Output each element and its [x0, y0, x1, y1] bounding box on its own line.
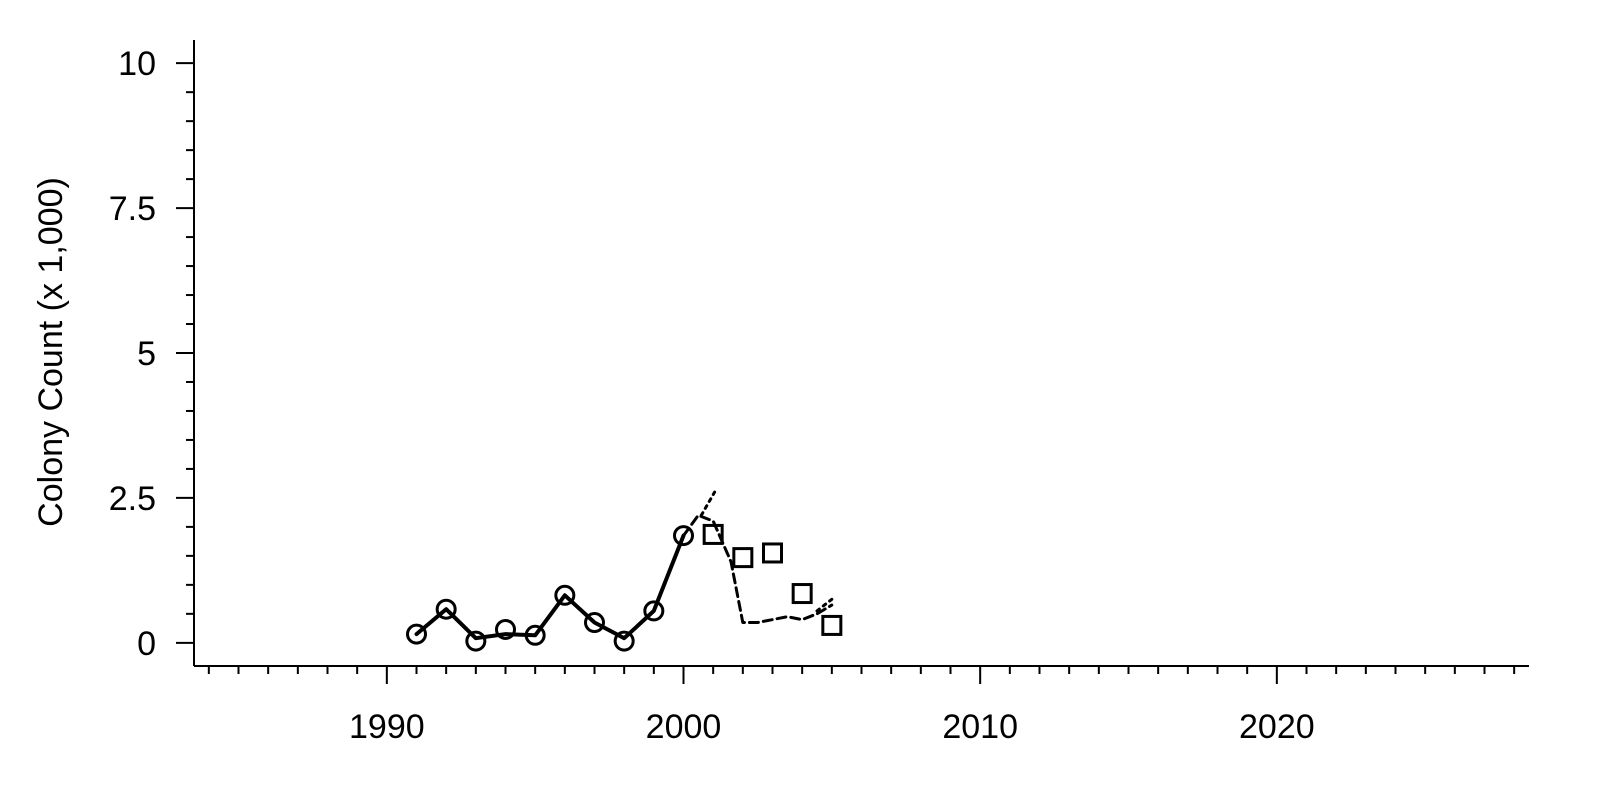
series-0-solid-line	[414, 533, 686, 641]
y-tick-label: 10	[118, 45, 156, 83]
circle-marker	[406, 623, 427, 645]
circle-marker	[435, 598, 457, 620]
y-tick-label: 2.5	[109, 480, 156, 518]
series-1-dashed-line	[682, 513, 834, 624]
series-lines	[414, 490, 834, 641]
y-tick-label: 7.5	[109, 190, 156, 228]
circle-marker	[673, 525, 694, 547]
square-marker	[702, 523, 724, 545]
y-tick-label: 5	[137, 335, 156, 373]
axes	[193, 40, 1529, 667]
circle-marker	[465, 630, 487, 652]
square-marker	[791, 583, 813, 605]
circle-marker	[584, 612, 605, 634]
square-marker	[762, 542, 783, 564]
series-3-dotted-line	[815, 597, 834, 613]
x-tick-label: 2000	[646, 708, 722, 746]
square-marker	[732, 547, 754, 569]
x-ticks: 1990 2000 2010 2020	[207, 666, 1516, 746]
circle-marker	[643, 600, 665, 622]
x-tick-label: 2020	[1239, 708, 1315, 746]
x-tick-label: 2010	[942, 708, 1018, 746]
series-2-dotted-line	[699, 490, 717, 517]
circle-marker	[495, 618, 516, 640]
square-marker	[821, 614, 843, 636]
circle-marker	[613, 630, 635, 652]
y-tick-label: 0	[137, 625, 156, 663]
y-ticks: 0 2.5 5 7.5 10	[109, 45, 194, 663]
circle-marker	[554, 584, 576, 606]
circle-marker	[524, 624, 546, 646]
x-tick-label: 1990	[349, 708, 425, 746]
series-markers	[406, 523, 843, 652]
y-axis-title: Colony Count (x 1,000)	[32, 177, 70, 527]
